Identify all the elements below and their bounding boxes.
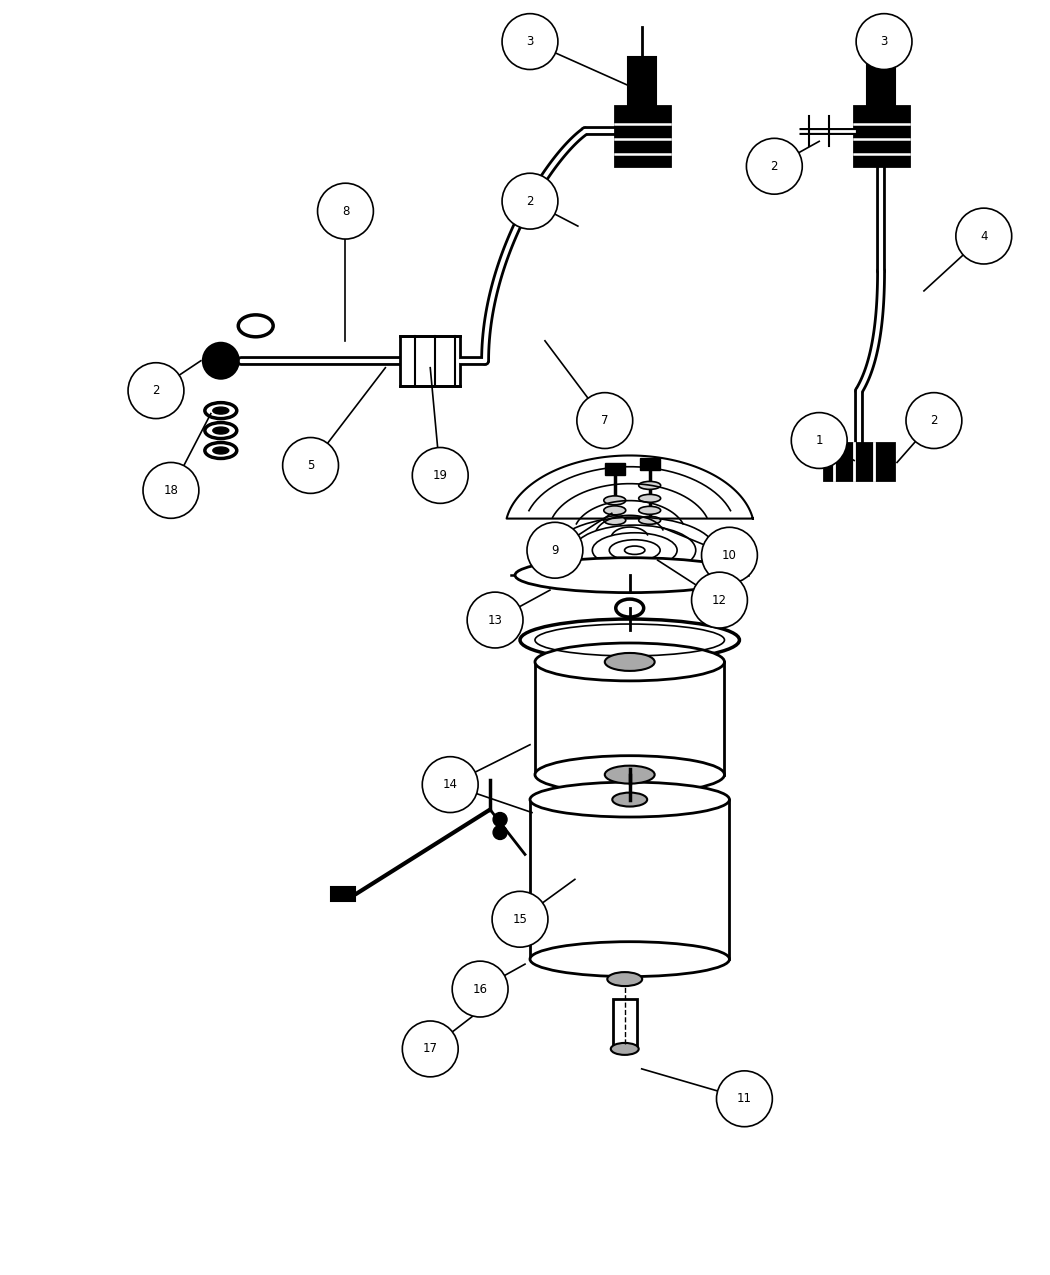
Ellipse shape [534,643,724,681]
Circle shape [716,1071,773,1127]
Ellipse shape [213,427,229,434]
Text: 13: 13 [487,613,503,626]
Text: 18: 18 [164,484,179,497]
Circle shape [692,572,748,629]
Circle shape [701,528,757,583]
Text: 19: 19 [433,469,447,482]
Text: 4: 4 [980,230,988,242]
Ellipse shape [530,942,730,977]
Circle shape [956,208,1012,264]
Text: 1: 1 [816,434,823,448]
FancyBboxPatch shape [854,106,909,166]
Text: 17: 17 [423,1043,438,1056]
Text: 2: 2 [771,159,778,172]
Circle shape [502,173,558,230]
Ellipse shape [520,620,739,660]
Circle shape [494,825,507,839]
Circle shape [203,343,238,379]
Ellipse shape [530,782,730,817]
FancyBboxPatch shape [331,887,356,901]
Circle shape [413,448,468,504]
FancyBboxPatch shape [867,56,895,106]
Ellipse shape [205,403,236,418]
Text: 11: 11 [737,1093,752,1105]
Circle shape [467,592,523,648]
Text: 16: 16 [472,983,487,996]
Ellipse shape [534,756,724,793]
FancyBboxPatch shape [613,1000,636,1049]
Ellipse shape [213,448,229,454]
Circle shape [282,437,338,493]
FancyBboxPatch shape [639,459,659,470]
Ellipse shape [638,495,660,502]
Text: 3: 3 [526,36,533,48]
Circle shape [494,812,507,826]
Text: 5: 5 [307,459,314,472]
Ellipse shape [604,506,626,515]
Ellipse shape [516,557,744,593]
Ellipse shape [604,496,626,505]
Circle shape [128,362,184,418]
Ellipse shape [638,506,660,514]
Text: 8: 8 [342,204,350,218]
Ellipse shape [604,516,626,525]
Text: 2: 2 [152,384,160,397]
Circle shape [402,1021,458,1077]
Text: 10: 10 [722,548,737,562]
Text: 9: 9 [551,543,559,557]
Ellipse shape [205,442,236,459]
Circle shape [576,393,633,449]
FancyBboxPatch shape [605,463,625,476]
Ellipse shape [605,653,654,671]
Ellipse shape [612,793,647,807]
Ellipse shape [611,1043,638,1054]
Circle shape [856,14,912,70]
Text: 12: 12 [712,594,727,607]
Circle shape [453,961,508,1017]
FancyBboxPatch shape [614,106,670,166]
Text: 2: 2 [930,414,938,427]
Circle shape [502,14,558,70]
Circle shape [527,523,583,578]
FancyBboxPatch shape [628,56,655,106]
Text: 2: 2 [526,195,533,208]
Circle shape [747,138,802,194]
Ellipse shape [638,482,660,490]
Text: 15: 15 [512,913,527,926]
Ellipse shape [213,407,229,414]
Polygon shape [506,455,753,585]
FancyBboxPatch shape [824,442,894,481]
Ellipse shape [607,972,643,986]
Text: 3: 3 [880,36,887,48]
Ellipse shape [205,422,236,439]
Circle shape [422,756,478,812]
Ellipse shape [605,766,654,784]
Circle shape [492,891,548,947]
Text: 14: 14 [443,778,458,790]
Circle shape [906,393,962,449]
Circle shape [143,463,198,519]
Ellipse shape [638,516,660,524]
FancyBboxPatch shape [400,335,460,385]
Text: 7: 7 [601,414,609,427]
Circle shape [792,413,847,468]
Circle shape [317,184,374,238]
